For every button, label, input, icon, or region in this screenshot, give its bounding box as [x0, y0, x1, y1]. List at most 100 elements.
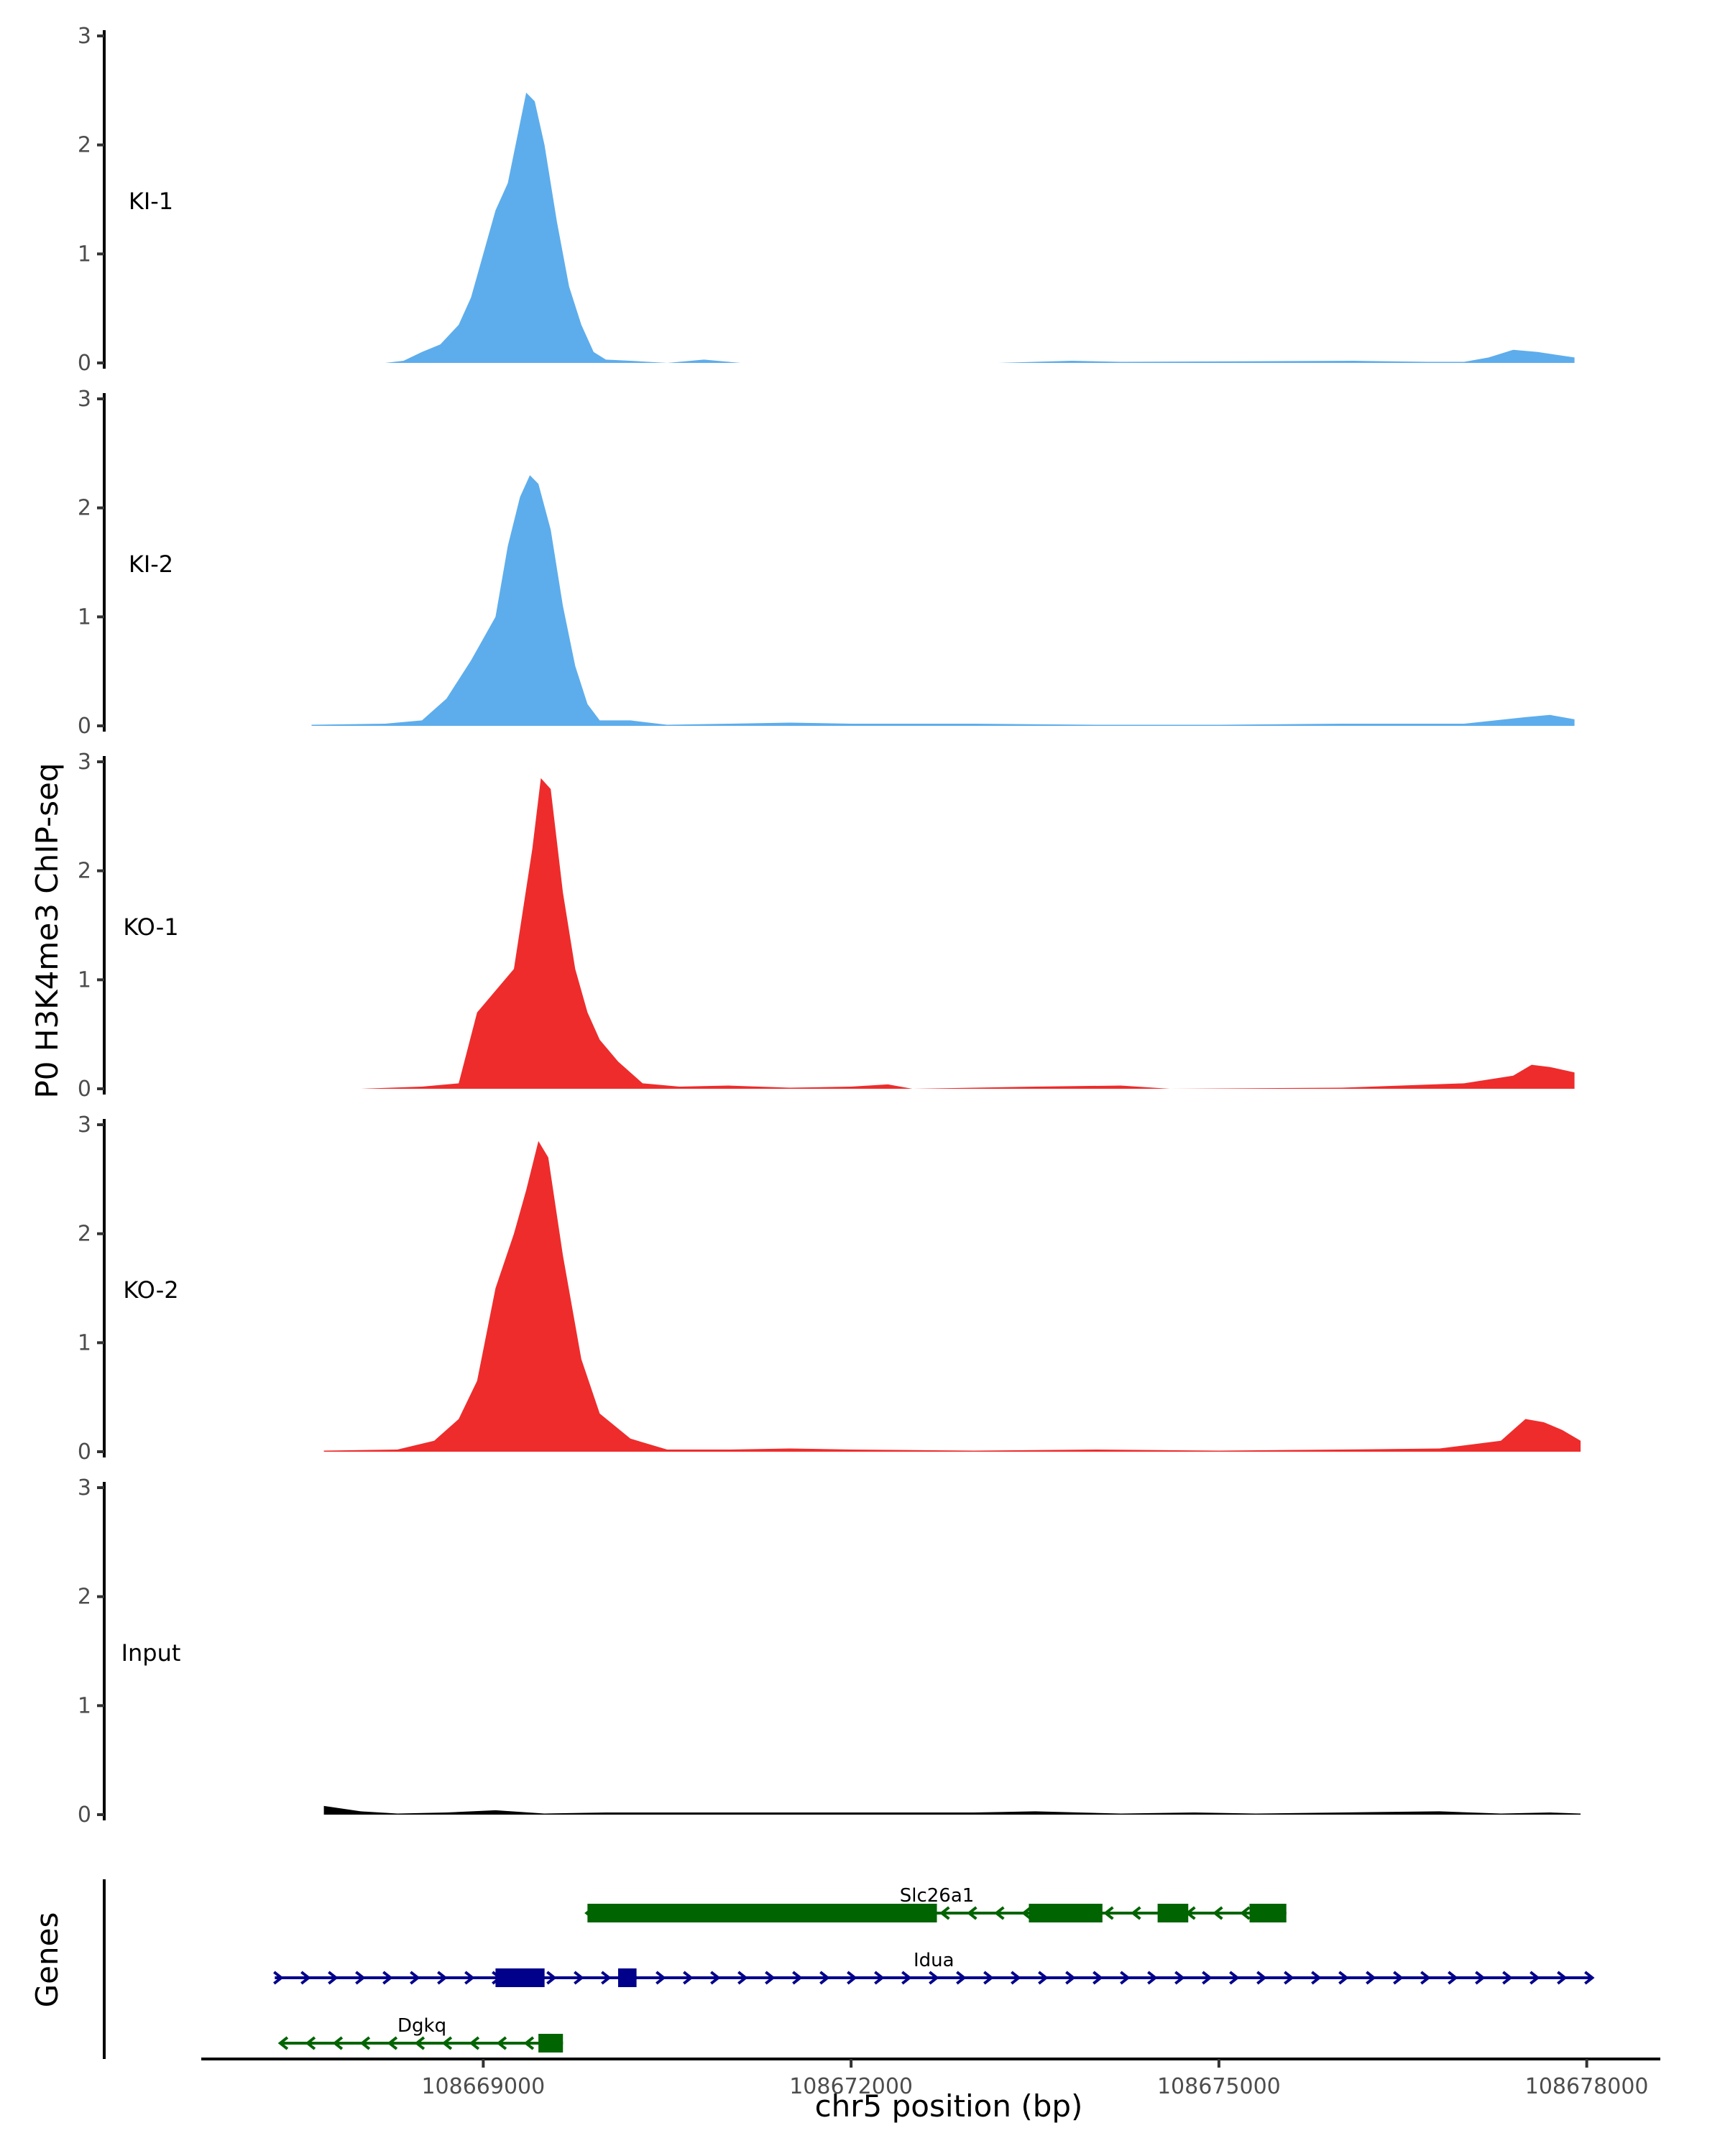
strand-arrow — [441, 2036, 453, 2050]
x-axis: 108669000 108672000 108675000 108678000 — [201, 2058, 1660, 2099]
strand-arrow — [496, 2036, 507, 2050]
strand-arrow — [1092, 1971, 1103, 1985]
tracks-layer: 0 1 2 3 KI-1 0 1 2 3 KI-2 0 1 2 3 KO-1 0 1 2 3 KO-2 0 1 2 3 Inpu… — [78, 24, 1581, 1828]
y-tick-label: 3 — [78, 387, 91, 412]
strand-arrow — [1420, 1971, 1431, 1985]
strand-arrow — [874, 1971, 885, 1985]
strand-arrow — [305, 2036, 316, 2050]
strand-arrow — [273, 1971, 284, 1985]
y-tick-label: 0 — [78, 1439, 91, 1465]
x-tick-label: 108669000 — [421, 2074, 545, 2099]
strand-arrow — [574, 1971, 584, 1985]
track-ko-2: 0 1 2 3 KO-2 — [78, 1112, 1581, 1465]
strand-arrow — [1448, 1971, 1458, 1985]
strand-arrow — [792, 1971, 803, 1985]
strand-arrow — [1311, 1971, 1322, 1985]
exon-block — [495, 1968, 545, 1987]
y-tick-label: 1 — [78, 967, 91, 992]
y-tick-label: 3 — [78, 24, 91, 49]
y-tick-label: 3 — [78, 750, 91, 775]
exon-block — [538, 2034, 564, 2053]
y-tick-label: 1 — [78, 604, 91, 630]
track-label: KI-2 — [129, 550, 173, 578]
exon-block — [587, 1904, 937, 1922]
strand-arrow — [983, 1971, 994, 1985]
strand-arrow — [967, 1906, 978, 1920]
strand-arrow — [410, 1971, 420, 1985]
exon-block — [1157, 1904, 1189, 1922]
strand-arrow — [765, 1971, 776, 1985]
strand-arrow — [1065, 1971, 1076, 1985]
strand-arrow — [523, 2036, 535, 2050]
strand-arrow — [994, 1906, 1005, 1920]
gene-idua: Idua — [273, 1950, 1595, 1987]
strand-arrow — [1131, 1906, 1141, 1920]
strand-arrow — [1103, 1906, 1114, 1920]
strand-arrow — [656, 1971, 666, 1985]
strand-arrow — [1475, 1971, 1486, 1985]
strand-arrow — [359, 2036, 371, 2050]
y-tick-label: 2 — [78, 496, 91, 521]
strand-arrow — [1284, 1971, 1294, 1985]
y-tick-label: 3 — [78, 1475, 91, 1501]
strand-arrow — [601, 1971, 612, 1985]
track-label: Input — [121, 1639, 181, 1667]
genes-track-label: Genes — [29, 1912, 65, 2008]
strand-arrow — [1021, 1906, 1032, 1920]
x-tick-label: 108678000 — [1525, 2074, 1649, 2099]
strand-arrow — [901, 1971, 912, 1985]
strand-arrow — [387, 2036, 398, 2050]
gene-label: Slc26a1 — [900, 1885, 975, 1907]
track-label: KO-1 — [123, 913, 178, 941]
signal-area — [323, 1141, 1581, 1452]
y-axis-title: P0 H3K4me3 ChIP-seq — [29, 763, 65, 1098]
y-tick-label: 3 — [78, 1112, 91, 1138]
track-ki-2: 0 1 2 3 KI-2 — [78, 387, 1575, 739]
strand-arrow — [300, 1971, 311, 1985]
strand-arrow — [1240, 1906, 1251, 1920]
gene-slc26a1: Slc26a1 — [584, 1885, 1287, 1922]
strand-arrow — [710, 1971, 721, 1985]
track-label: KI-1 — [129, 188, 173, 215]
strand-arrow — [1174, 1971, 1185, 1985]
y-tick-label: 1 — [78, 1693, 91, 1718]
gene-dgkq: Dgkq — [277, 2015, 564, 2053]
y-tick-label: 2 — [78, 133, 91, 158]
strand-arrow — [414, 2036, 426, 2050]
strand-arrow — [956, 1971, 967, 1985]
strand-arrow — [1256, 1971, 1267, 1985]
strand-arrow — [355, 1971, 366, 1985]
strand-arrow — [1584, 1971, 1595, 1985]
track-input: 0 1 2 3 Input — [78, 1475, 1581, 1828]
strand-arrow — [1366, 1971, 1376, 1985]
signal-area — [311, 475, 1575, 726]
gene-label: Idua — [914, 1950, 954, 1971]
strand-arrow — [469, 2036, 480, 2050]
strand-arrow — [1011, 1971, 1021, 1985]
y-tick-label: 0 — [78, 1077, 91, 1102]
strand-arrow — [819, 1971, 830, 1985]
track-label: KO-2 — [123, 1276, 178, 1304]
exon-block — [1249, 1904, 1287, 1922]
strand-arrow — [1530, 1971, 1540, 1985]
signal-area — [385, 92, 1575, 363]
x-tick-label: 108675000 — [1157, 2074, 1281, 2099]
strand-arrow — [464, 1971, 475, 1985]
exon-block — [1029, 1904, 1103, 1922]
strand-arrow — [382, 1971, 393, 1985]
strand-arrow — [683, 1971, 694, 1985]
strand-arrow — [1202, 1971, 1213, 1985]
exon-block — [618, 1968, 637, 1987]
strand-arrow — [737, 1971, 748, 1985]
strand-arrow — [1502, 1971, 1513, 1985]
strand-arrow — [1213, 1906, 1223, 1920]
strand-arrow — [1393, 1971, 1404, 1985]
y-tick-label: 1 — [78, 1330, 91, 1355]
y-tick-label: 2 — [78, 1585, 91, 1610]
strand-arrow — [1557, 1971, 1568, 1985]
track-ki-1: 0 1 2 3 KI-1 — [78, 24, 1575, 376]
strand-arrow — [277, 2036, 289, 2050]
y-tick-label: 0 — [78, 1802, 91, 1828]
strand-arrow — [546, 1971, 557, 1985]
